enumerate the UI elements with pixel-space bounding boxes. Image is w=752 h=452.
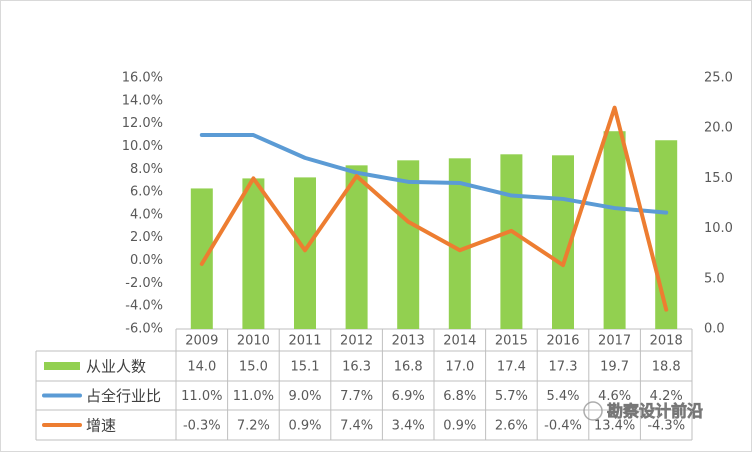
table-value: 6.8% [443, 389, 476, 404]
table-value: 0.9% [443, 419, 476, 434]
table-value: 16.3 [342, 360, 371, 375]
y-tick-label: 14.0% [122, 93, 163, 108]
watermark-icon [583, 401, 603, 421]
table-value: 0.9% [288, 419, 321, 434]
bar [603, 131, 626, 329]
table-value: 4.2% [650, 389, 683, 404]
table-value: 13.4% [594, 419, 635, 434]
table-value: 17.4 [497, 360, 526, 375]
bar [190, 188, 213, 329]
bar [397, 160, 420, 329]
y2-tick-label: 15.0 [704, 171, 733, 186]
y-tick-label: -4.0% [125, 299, 163, 314]
x-tick-label: 2009 [185, 334, 218, 349]
y-tick-label: 4.0% [130, 207, 163, 222]
legend-swatch [44, 362, 80, 370]
table-value: 14.0 [187, 360, 216, 375]
table-value: 11.0% [233, 389, 274, 404]
y-tick-label: 12.0% [122, 116, 163, 131]
x-tick-label: 2015 [495, 334, 528, 349]
bar [448, 158, 471, 329]
table-value: 2.6% [495, 419, 528, 434]
y-tick-label: 16.0% [122, 71, 163, 86]
table-value: 6.9% [392, 389, 425, 404]
legend-label: 从业人数 [86, 358, 146, 376]
table-value: 17.0 [445, 360, 474, 375]
y2-tick-label: 25.0 [704, 71, 733, 86]
x-tick-label: 2012 [340, 334, 373, 349]
table-value: 9.0% [288, 389, 321, 404]
y-tick-label: -6.0% [125, 322, 163, 337]
x-tick-label: 2014 [443, 334, 476, 349]
y-tick-label: 10.0% [122, 139, 163, 154]
table-value: 19.7 [600, 360, 629, 375]
table-value: -0.4% [544, 419, 582, 434]
y2-tick-label: 5.0 [704, 271, 725, 286]
bar [294, 177, 316, 329]
y2-tick-label: 0.0 [704, 322, 725, 337]
table-value: 16.8 [394, 360, 423, 375]
line [199, 105, 669, 312]
y-tick-label: 2.0% [130, 230, 163, 245]
table-value: -0.3% [183, 419, 221, 434]
legend-label: 占全行业比 [86, 387, 161, 405]
table-value: 7.7% [340, 389, 373, 404]
x-tick-label: 2013 [392, 334, 425, 349]
table-value: 11.0% [181, 389, 222, 404]
bar [655, 140, 678, 329]
x-tick-label: 2018 [650, 334, 683, 349]
line [199, 133, 669, 215]
y-tick-label: 6.0% [130, 185, 163, 200]
table-value: 4.6% [598, 389, 631, 404]
table-value: 5.4% [546, 389, 579, 404]
x-tick-label: 2017 [598, 334, 631, 349]
table-value: 7.4% [340, 419, 373, 434]
legend-label: 增速 [86, 417, 116, 435]
watermark: 勘察设计前沿 [607, 402, 703, 421]
table-value: 3.4% [392, 419, 425, 434]
table-value: 17.3 [549, 360, 578, 375]
y-tick-label: 0.0% [130, 253, 163, 268]
y2-tick-label: 20.0 [704, 121, 733, 136]
y-tick-label: -2.0% [125, 276, 163, 291]
table-value: -4.3% [647, 419, 685, 434]
table-value: 15.1 [291, 360, 320, 375]
table-value: 18.8 [652, 360, 681, 375]
x-tick-label: 2010 [237, 334, 270, 349]
x-tick-label: 2016 [546, 334, 579, 349]
table-value: 7.2% [237, 419, 270, 434]
bar [345, 165, 368, 329]
x-tick-label: 2011 [288, 334, 321, 349]
y-tick-label: 8.0% [130, 162, 163, 177]
bar [242, 178, 265, 329]
table-value: 15.0 [239, 360, 268, 375]
bar [500, 154, 523, 329]
y2-tick-label: 10.0 [704, 221, 733, 236]
table-value: 5.7% [495, 389, 528, 404]
